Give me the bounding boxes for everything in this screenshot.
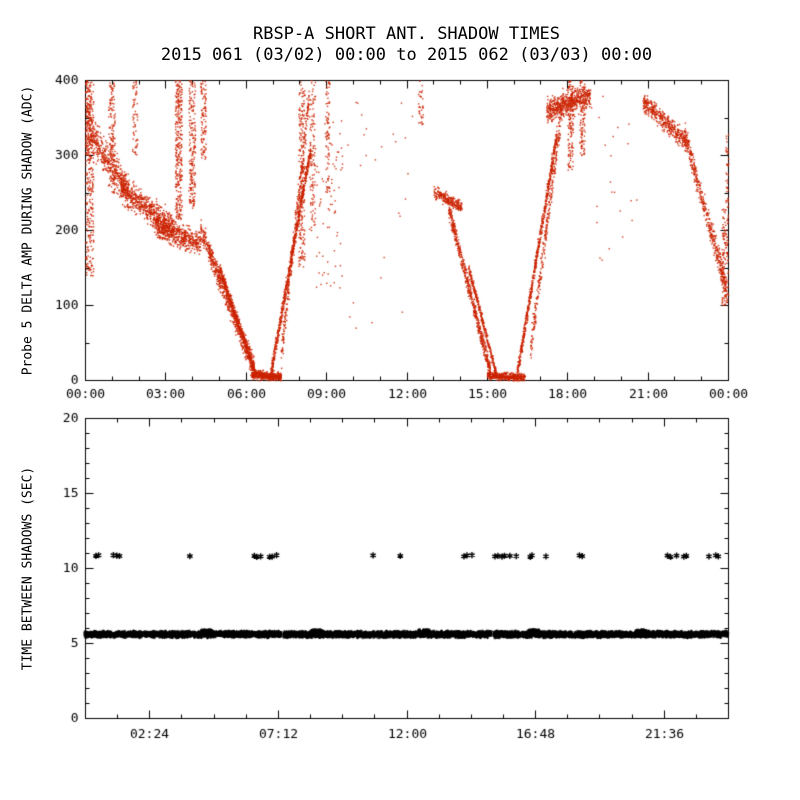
chart-title: RBSP-A SHORT ANT. SHADOW TIMES — [252, 24, 561, 44]
top-y-axis-label: Probe 5 DELTA AMP DURING SHADOW (ADC) — [20, 85, 36, 375]
chart-header: RBSP-A SHORT ANT. SHADOW TIMES 2015 061 … — [85, 24, 728, 66]
chart-subtitle: 2015 061 (03/02) 00:00 to 2015 062 (03/0… — [160, 45, 653, 65]
bottom-y-axis-label: TIME BETWEEN SHADOWS (SEC) — [20, 466, 36, 670]
